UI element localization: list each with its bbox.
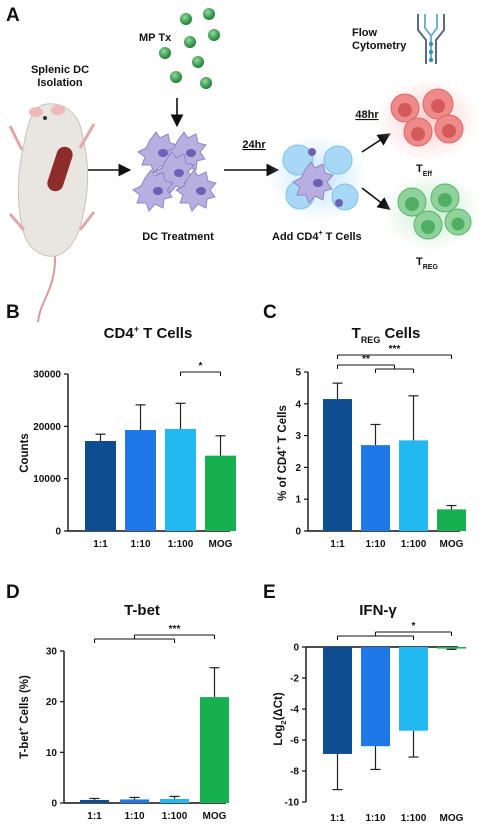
- bar-MOG: [437, 647, 466, 649]
- dc-treatment-label: DC Treatment: [142, 231, 214, 243]
- y-tick-label: 30: [46, 647, 58, 658]
- panel-a: A MP Tx Splenic DC Isolation: [6, 5, 482, 323]
- x-tick-label: 1:1: [93, 539, 108, 550]
- x-tick-label: 1:1: [87, 811, 102, 822]
- isolation-label-line-1: Splenic DC: [31, 64, 89, 76]
- mp-tx-label: MP Tx: [139, 32, 172, 44]
- x-tick-label: 1:100: [162, 811, 188, 822]
- bar-1:10: [125, 429, 156, 531]
- chart-b-title: CD4+ T Cells: [104, 324, 193, 342]
- y-tick-label: 2: [295, 463, 301, 474]
- chart-e-title: IFN-γ: [359, 602, 397, 619]
- significance-stars: *: [412, 621, 416, 632]
- bar-1:100: [160, 798, 189, 803]
- y-tick-label: -8: [290, 767, 299, 778]
- chart-e-plot: -10 -8 -6 -4 -2 0 1:1 1:10 1:100 MOG *: [285, 621, 466, 824]
- significance-stars: **: [362, 354, 370, 365]
- bar-1:100: [399, 440, 428, 531]
- bar-MOG: [200, 697, 229, 803]
- dendritic-cell-nuclei-icon: [153, 149, 206, 195]
- panel-label-c: C: [263, 302, 277, 323]
- panel-label-d: D: [6, 582, 20, 603]
- x-tick-label: MOG: [440, 539, 464, 550]
- x-tick-label: MOG: [440, 813, 464, 824]
- bar-1:1: [323, 399, 352, 531]
- bar-1:100: [165, 428, 196, 531]
- y-tick-label: 10: [46, 748, 58, 759]
- y-tick-label: 0: [293, 643, 299, 654]
- x-tick-label: MOG: [203, 811, 227, 822]
- y-tick-label: -6: [290, 736, 299, 747]
- y-tick-label: 20: [46, 697, 58, 708]
- panel-label-e: E: [263, 582, 276, 603]
- panel-label-a: A: [6, 5, 20, 26]
- panel-c: C TREG Cells % of CD4+ T Cells 0 1 2 3 4 5 1:1…: [263, 302, 466, 550]
- bar-1:10: [120, 799, 149, 803]
- treg-label: TREG: [416, 256, 438, 271]
- significance-stars: ***: [389, 344, 401, 355]
- chart-c-ylabel: % of CD4+ T Cells: [274, 405, 289, 501]
- y-tick-label: -2: [290, 674, 299, 685]
- y-tick-label: 0: [51, 799, 57, 810]
- x-tick-label: 1:1: [330, 813, 345, 824]
- treg-cells-icon: [397, 183, 472, 240]
- significance-stars: ***: [169, 624, 181, 635]
- isolation-label-line-2: Isolation: [37, 77, 83, 89]
- y-tick-label: -4: [290, 705, 299, 716]
- time-label-48hr: 48hr: [355, 109, 379, 121]
- x-tick-label: 1:1: [330, 539, 345, 550]
- add-cd4-label: Add CD4+ T Cells: [272, 230, 362, 243]
- bar-1:1: [85, 440, 116, 531]
- x-tick-label: 1:100: [401, 813, 427, 824]
- bar-1:1: [80, 799, 109, 803]
- chart-b-ylabel: Counts: [19, 433, 31, 473]
- teff-glow-icon: [376, 78, 480, 162]
- x-tick-label: 1:100: [168, 539, 194, 550]
- dendritic-cells-icon: [132, 131, 217, 212]
- bar-MOG: [205, 455, 236, 531]
- y-tick-label: 0: [55, 527, 61, 538]
- x-tick-label: 1:10: [130, 539, 150, 550]
- panel-label-b: B: [6, 302, 20, 323]
- bar-1:100: [399, 647, 428, 731]
- mouse-icon: [8, 103, 96, 323]
- flow-label-line-1: Flow: [352, 27, 377, 39]
- y-tick-label: -10: [285, 798, 300, 809]
- bar-1:1: [323, 647, 352, 754]
- chart-b-plot: 0 10000 20000 30000 1:1 1:10 1:100 MOG *: [33, 361, 236, 550]
- y-tick-label: 5: [295, 368, 301, 379]
- chart-e-ylabel: Log2(ΔCt): [273, 692, 288, 745]
- x-tick-label: 1:10: [124, 811, 144, 822]
- y-tick-label: 20000: [33, 422, 61, 433]
- flow-label-line-2: Cytometry: [352, 40, 407, 52]
- x-tick-label: MOG: [209, 539, 233, 550]
- time-label-24hr: 24hr: [242, 139, 266, 151]
- coculture-cells-icon: [282, 144, 359, 211]
- panel-e: E IFN-γ Log2(ΔCt) -10 -8 -6 -4 -2 0 1:1 1:10 1:1…: [263, 582, 466, 824]
- x-tick-label: 1:10: [365, 539, 385, 550]
- microparticle-beads-icon: [159, 8, 220, 89]
- panel-d: D T-bet T-bet+ Cells (%) 0 10 20 30 1:1 1:10 1…: [6, 582, 229, 822]
- bar-MOG: [437, 509, 466, 531]
- chart-c-title: TREG Cells: [352, 325, 421, 345]
- bar-1:10: [361, 647, 390, 747]
- x-tick-label: 1:10: [365, 813, 385, 824]
- y-tick-label: 1: [295, 495, 301, 506]
- chart-d-ylabel: T-bet+ Cells (%): [16, 675, 31, 759]
- y-tick-label: 30000: [33, 370, 61, 381]
- y-tick-label: 10000: [33, 474, 61, 485]
- chart-d-plot: 0 10 20 30 1:1 1:10 1:100 MOG ***: [46, 624, 229, 822]
- significance-stars: *: [199, 361, 203, 372]
- panel-b: B CD4+ T Cells Counts 0 10000 20000 30000 1:…: [6, 302, 236, 550]
- x-tick-label: 1:100: [401, 539, 427, 550]
- chart-d-title: T-bet: [124, 602, 160, 619]
- y-tick-label: 0: [295, 527, 301, 538]
- y-tick-label: 4: [295, 399, 301, 410]
- teff-cells-icon: [390, 88, 464, 147]
- flow-cytometry-icon: [417, 14, 445, 64]
- bar-1:10: [361, 445, 390, 531]
- y-tick-label: 3: [295, 431, 301, 442]
